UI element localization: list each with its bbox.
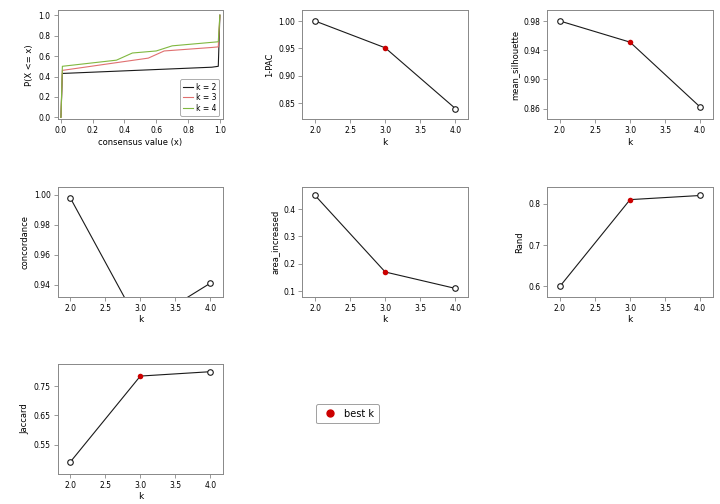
Line: k = 4: k = 4 — [60, 15, 220, 117]
Y-axis label: Rand: Rand — [515, 231, 524, 253]
k = 4 — [125, 51, 133, 57]
X-axis label: consensus value (x): consensus value (x) — [98, 138, 182, 147]
k = 2 — [215, 12, 224, 18]
Legend: best k: best k — [315, 404, 379, 423]
X-axis label: k: k — [138, 492, 143, 501]
k = 3 — [192, 46, 200, 52]
k = 2 — [99, 69, 108, 75]
Y-axis label: concordance: concordance — [20, 215, 30, 269]
k = 2 — [56, 114, 65, 120]
k = 4 — [58, 64, 67, 70]
k = 2 — [145, 67, 153, 73]
k = 4 — [215, 12, 224, 18]
k = 3 — [203, 45, 212, 51]
k = 2 — [193, 65, 202, 71]
Y-axis label: 1-PAC: 1-PAC — [266, 52, 274, 77]
Y-axis label: mean_silhouette: mean_silhouette — [510, 30, 519, 100]
X-axis label: k: k — [627, 316, 633, 324]
k = 3 — [215, 12, 224, 18]
k = 2 — [61, 70, 70, 76]
X-axis label: k: k — [382, 138, 388, 147]
Y-axis label: P(X <= x): P(X <= x) — [25, 44, 35, 86]
k = 4 — [56, 114, 65, 120]
Y-axis label: area_increased: area_increased — [270, 210, 279, 274]
k = 3 — [148, 53, 157, 59]
k = 3 — [102, 61, 110, 67]
k = 4 — [107, 57, 116, 64]
k = 3 — [61, 67, 70, 73]
k = 4 — [73, 61, 82, 68]
k = 4 — [200, 40, 209, 46]
X-axis label: k: k — [138, 316, 143, 324]
X-axis label: k: k — [627, 138, 633, 147]
Line: k = 3: k = 3 — [60, 15, 220, 117]
X-axis label: k: k — [382, 316, 388, 324]
Legend: k = 2, k = 3, k = 4: k = 2, k = 3, k = 4 — [181, 80, 219, 115]
k = 4 — [85, 60, 94, 67]
k = 2 — [162, 66, 171, 72]
Line: k = 2: k = 2 — [60, 15, 220, 117]
Y-axis label: Jaccard: Jaccard — [20, 404, 30, 434]
k = 3 — [56, 114, 65, 120]
k = 3 — [164, 47, 173, 53]
k = 2 — [206, 65, 215, 71]
